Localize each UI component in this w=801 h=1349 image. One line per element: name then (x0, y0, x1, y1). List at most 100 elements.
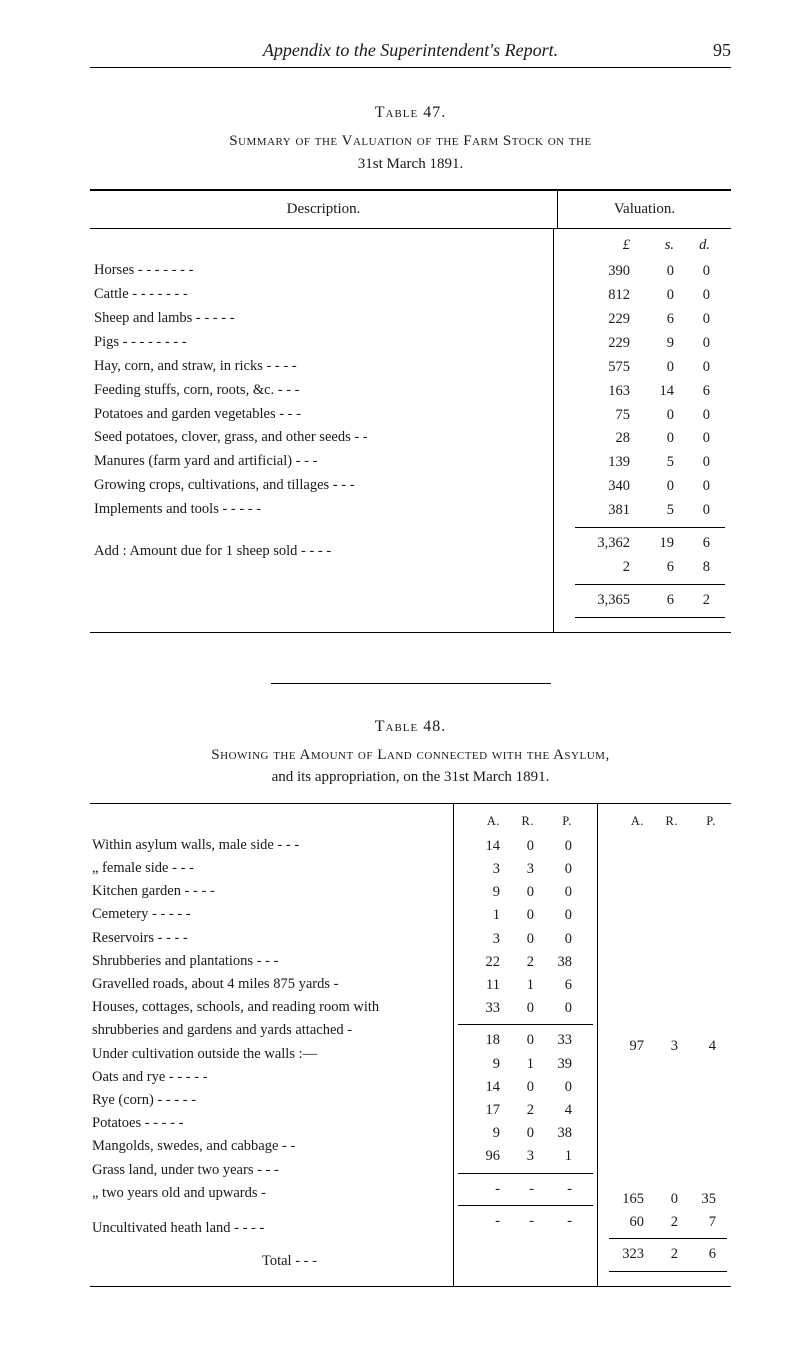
v: 0 (674, 260, 710, 284)
t48-right-col: A. R. P. 9734 165035 6027 32326 (598, 804, 731, 1286)
t48-desc: „ female side - - - (92, 857, 447, 880)
t48-total-label: Total - - - (92, 1250, 447, 1273)
v: 0 (644, 1188, 678, 1211)
v: 3 (458, 928, 500, 951)
v: 163 (560, 380, 638, 404)
v: 18 (458, 1029, 500, 1052)
v: 0 (500, 904, 534, 927)
v: 0 (638, 404, 674, 428)
v: 323 (602, 1243, 644, 1266)
v: 0 (534, 904, 572, 927)
t47-val-col: £ s. d. 39000 81200 22960 22990 57500 16… (554, 229, 731, 632)
t48-desc: Kitchen garden - - - - (92, 880, 447, 903)
page: Appendix to the Superintendent's Report.… (0, 0, 801, 1347)
v: 812 (560, 284, 638, 308)
mid-separator-rule (271, 683, 551, 684)
v: - (534, 1178, 572, 1201)
v: 1 (534, 1145, 572, 1168)
v: 6 (678, 1243, 716, 1266)
v: 0 (500, 881, 534, 904)
v: 1 (500, 974, 534, 997)
header-rule (90, 67, 731, 68)
v: 6 (638, 308, 674, 332)
v: 0 (534, 881, 572, 904)
right-total-rule-bottom (609, 1271, 727, 1272)
t47-val-row: 81200 (560, 284, 725, 308)
v: 39 (534, 1053, 572, 1076)
v: 381 (560, 499, 638, 523)
arp-row: 3300 (458, 997, 593, 1020)
arp-row: 1116 (458, 974, 593, 997)
t48-total: 32326 (602, 1243, 727, 1266)
v: 165 (602, 1188, 644, 1211)
v: 0 (674, 427, 710, 451)
lsd-shilling: s. (638, 237, 674, 254)
v: 0 (638, 284, 674, 308)
v: - (458, 1210, 500, 1233)
t48-desc-col: Within asylum walls, male side - - - „ f… (90, 804, 454, 1286)
t48-desc: Potatoes - - - - - (92, 1112, 447, 1135)
v: 0 (500, 1076, 534, 1099)
v: 4 (678, 1035, 716, 1058)
v: 22 (458, 951, 500, 974)
unc-rule (458, 1205, 593, 1206)
t48-desc: Houses, cottages, schools, and reading r… (92, 996, 447, 1019)
t47-val-row: 163146 (560, 380, 725, 404)
v: 14 (638, 380, 674, 404)
v: 229 (560, 308, 638, 332)
v: 390 (560, 260, 638, 284)
running-title: Appendix to the Superintendent's Report. (90, 40, 731, 61)
t48-desc: Rye (corn) - - - - - (92, 1089, 447, 1112)
v: 33 (458, 997, 500, 1020)
v: 0 (674, 308, 710, 332)
v: 5 (638, 451, 674, 475)
v: 340 (560, 475, 638, 499)
arp-row: 330 (458, 858, 593, 881)
table47: Description. Valuation. Horses - - - - -… (90, 189, 731, 633)
v: 575 (560, 356, 638, 380)
arp-a: A. (602, 814, 644, 829)
right-total-rule-top (609, 1238, 727, 1239)
v: 1 (500, 1053, 534, 1076)
t47-desc: Cattle - - - - - - - (94, 283, 549, 307)
v: 28 (560, 427, 638, 451)
arp-row: 1724 (458, 1099, 593, 1122)
v: 0 (674, 356, 710, 380)
v: 2 (560, 556, 638, 580)
v: 3 (500, 858, 534, 881)
v: 7 (678, 1211, 716, 1234)
total-rule-bottom (575, 617, 725, 618)
arp-p: P. (678, 814, 716, 829)
t47-desc: Seed potatoes, clover, grass, and other … (94, 426, 549, 450)
v: 6 (674, 380, 710, 404)
table47-body: Horses - - - - - - - Cattle - - - - - - … (90, 229, 731, 632)
arp-row: 18033 (458, 1029, 593, 1052)
t47-val-row: 22990 (560, 332, 725, 356)
v: 9 (458, 881, 500, 904)
arp-row: 9038 (458, 1122, 593, 1145)
t47-desc: Growing crops, cultivations, and tillage… (94, 474, 549, 498)
t47-val-row: 39000 (560, 260, 725, 284)
v: 38 (534, 951, 572, 974)
v: 139 (560, 451, 638, 475)
t47-desc: Implements and tools - - - - - (94, 498, 549, 522)
running-header: Appendix to the Superintendent's Report.… (90, 40, 731, 61)
v: 6 (638, 556, 674, 580)
t47-desc-col: Horses - - - - - - - Cattle - - - - - - … (90, 229, 554, 632)
v: 0 (534, 835, 572, 858)
v: 97 (602, 1035, 644, 1058)
t47-desc: Manures (farm yard and artificial) - - - (94, 450, 549, 474)
arp-row: 100 (458, 904, 593, 927)
v: 0 (674, 332, 710, 356)
t48-desc: Shrubberies and plantations - - - (92, 950, 447, 973)
t47-val-row: 13950 (560, 451, 725, 475)
group1-rule (458, 1024, 593, 1025)
v: 0 (534, 858, 572, 881)
group2-rule (458, 1173, 593, 1174)
table48-label: Table 48. (90, 718, 731, 736)
v: 6 (674, 532, 710, 556)
v: 38 (534, 1122, 572, 1145)
t47-desc: Potatoes and garden vegetables - - - (94, 403, 549, 427)
v: 0 (534, 1076, 572, 1099)
arp-row: 1400 (458, 1076, 593, 1099)
